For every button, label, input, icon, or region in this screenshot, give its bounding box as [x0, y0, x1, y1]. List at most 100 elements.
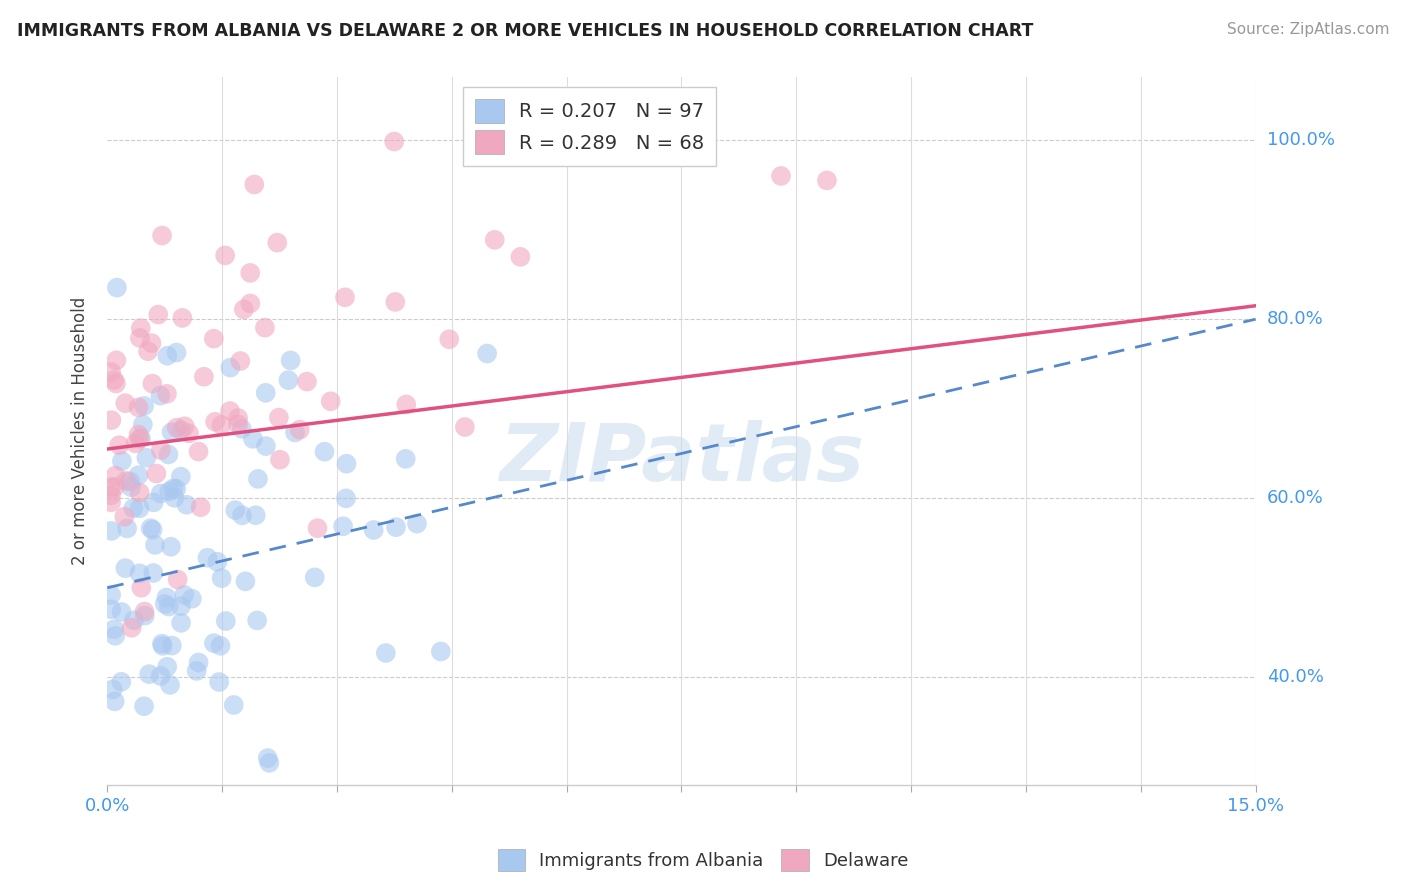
Point [166, 573, 188, 587]
Point [266, 235, 288, 250]
Point [211, 571, 233, 585]
Point [439, 332, 461, 346]
Point [395, 397, 418, 411]
Point [100, 413, 122, 427]
Point [157, 599, 180, 614]
Point [134, 608, 156, 623]
Point [135, 450, 157, 465]
Point [103, 373, 125, 387]
Point [121, 621, 143, 635]
Point [382, 135, 405, 149]
Point [280, 353, 302, 368]
Point [815, 173, 838, 187]
Point [100, 480, 122, 494]
Point [333, 290, 356, 304]
Point [224, 503, 246, 517]
Point [186, 664, 208, 678]
Point [314, 444, 336, 458]
Point [253, 320, 276, 334]
Point [127, 427, 149, 442]
Point [267, 410, 290, 425]
Point [454, 420, 477, 434]
Point [162, 482, 184, 496]
Point [254, 439, 277, 453]
Point [108, 438, 131, 452]
Point [259, 756, 281, 770]
Point [235, 574, 257, 589]
Text: 60.0%: 60.0% [1267, 489, 1323, 508]
Point [222, 698, 245, 712]
Point [149, 389, 172, 403]
Point [132, 399, 155, 413]
Point [484, 233, 506, 247]
Point [170, 599, 193, 614]
Point [120, 480, 142, 494]
Point [157, 484, 180, 499]
Point [128, 485, 150, 500]
Point [319, 394, 342, 409]
Point [245, 508, 267, 523]
Point [114, 561, 136, 575]
Point [115, 474, 138, 488]
Point [128, 566, 150, 581]
Point [335, 491, 357, 506]
Point [127, 401, 149, 415]
Point [138, 667, 160, 681]
Point [105, 280, 128, 294]
Point [395, 451, 418, 466]
Point [111, 454, 134, 468]
Point [104, 629, 127, 643]
Point [100, 365, 122, 379]
Point [769, 169, 792, 183]
Point [173, 588, 195, 602]
Point [145, 467, 167, 481]
Point [166, 345, 188, 359]
Text: IMMIGRANTS FROM ALBANIA VS DELAWARE 2 OR MORE VEHICLES IN HOUSEHOLD CORRELATION : IMMIGRANTS FROM ALBANIA VS DELAWARE 2 OR… [17, 22, 1033, 40]
Point [214, 248, 236, 262]
Point [215, 614, 238, 628]
Point [100, 495, 122, 509]
Point [254, 385, 277, 400]
Point [430, 644, 453, 658]
Point [406, 516, 429, 531]
Point [170, 423, 193, 437]
Point [193, 369, 215, 384]
Point [209, 417, 232, 432]
Point [149, 486, 172, 500]
Point [122, 501, 145, 516]
Text: 40.0%: 40.0% [1267, 668, 1323, 686]
Point [177, 426, 200, 441]
Point [160, 425, 183, 439]
Point [139, 521, 162, 535]
Point [197, 550, 219, 565]
Point [132, 417, 155, 432]
Point [231, 422, 253, 436]
Point [202, 332, 225, 346]
Point [288, 423, 311, 437]
Point [110, 674, 132, 689]
Point [363, 523, 385, 537]
Text: ZIPatlas: ZIPatlas [499, 420, 863, 499]
Text: 100.0%: 100.0% [1267, 131, 1334, 149]
Point [475, 346, 498, 360]
Point [128, 432, 150, 446]
Point [187, 444, 209, 458]
Point [150, 228, 173, 243]
Point [129, 321, 152, 335]
Point [114, 396, 136, 410]
Point [239, 266, 262, 280]
Point [153, 597, 176, 611]
Point [148, 308, 170, 322]
Point [374, 646, 396, 660]
Point [110, 605, 132, 619]
Point [187, 656, 209, 670]
Point [204, 415, 226, 429]
Point [141, 336, 163, 351]
Point [243, 178, 266, 192]
Point [295, 375, 318, 389]
Text: Source: ZipAtlas.com: Source: ZipAtlas.com [1226, 22, 1389, 37]
Point [112, 509, 135, 524]
Point [269, 452, 291, 467]
Point [176, 498, 198, 512]
Point [284, 425, 307, 440]
